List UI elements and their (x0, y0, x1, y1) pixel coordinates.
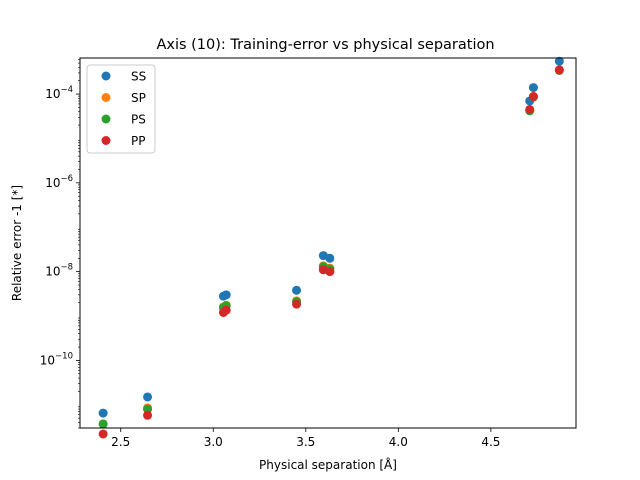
data-point-ss-3 (221, 290, 231, 300)
plot-area-frame (79, 57, 577, 429)
x-tick-label: 4.5 (481, 435, 500, 449)
legend-label-ps: PS (131, 113, 146, 127)
data-points (98, 56, 564, 439)
legend-marker-ps (101, 114, 111, 124)
data-point-pp-7 (525, 104, 535, 114)
data-point-ss-8 (528, 83, 538, 93)
data-point-pp-9 (554, 65, 564, 75)
data-point-ss-9 (554, 56, 564, 66)
x-tick-label: 4.0 (389, 435, 408, 449)
data-point-ss-0 (98, 408, 108, 418)
x-tick-label: 3.0 (204, 435, 223, 449)
data-point-ss-1 (143, 392, 153, 402)
data-point-pp-3 (221, 305, 231, 315)
y-tick-label: 10−10 (40, 351, 73, 367)
data-point-ps-1 (143, 404, 153, 414)
data-point-pp-8 (528, 92, 538, 102)
legend-items: SS SP PS PP (101, 70, 146, 148)
legend-marker-pp (101, 136, 111, 145)
y-axis-ticks: 10−10 10−8 10−6 10−4 (40, 59, 80, 429)
x-tick-label: 2.5 (111, 435, 130, 449)
data-point-ss-4 (292, 285, 302, 295)
legend-marker-ss (101, 71, 111, 81)
x-axis-ticks: 2.5 3.0 3.5 4.0 4.5 (111, 428, 500, 449)
legend-label-sp: SP (131, 91, 146, 105)
x-axis-label: Physical separation [Å] (259, 457, 397, 472)
data-point-pp-6 (325, 267, 335, 277)
legend-box (86, 64, 156, 154)
legend: SS SP PS PP (86, 64, 156, 154)
data-point-pp-4 (292, 299, 302, 309)
legend-label-pp: PP (131, 134, 145, 148)
chart-title: Axis (10): Training-error vs physical se… (156, 37, 494, 53)
y-tick-label: 10−6 (45, 174, 73, 190)
y-tick-label: 10−4 (45, 85, 73, 101)
y-axis-label: Relative error -1 [*] (10, 185, 24, 301)
data-point-ps-0 (98, 419, 108, 429)
data-point-pp-0 (98, 429, 108, 439)
legend-label-ss: SS (131, 70, 146, 84)
y-tick-label: 10−8 (45, 263, 73, 279)
x-tick-label: 3.5 (296, 435, 315, 449)
legend-marker-sp (101, 93, 111, 102)
data-point-pp-1 (143, 410, 153, 420)
data-point-ss-6 (325, 253, 335, 263)
